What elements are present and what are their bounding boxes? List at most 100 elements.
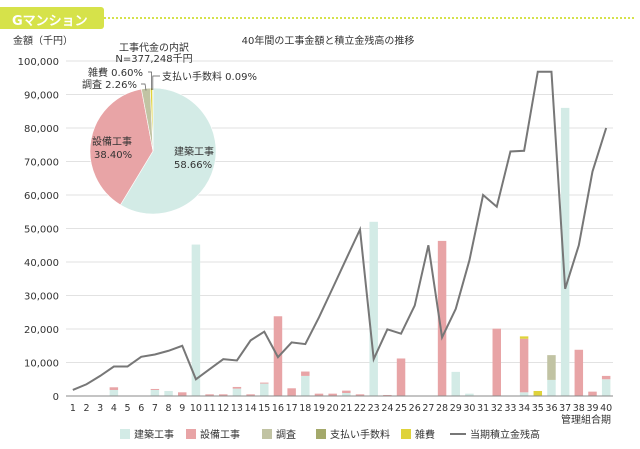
x-tick-label: 25 (395, 403, 407, 414)
bar-segment (519, 392, 529, 396)
pie-label-name: 設備工事 (92, 135, 132, 148)
pie-callout-label: 雑費 0.60% (88, 66, 143, 79)
pie-callout-label: 調査 2.26% (82, 78, 137, 91)
bar-segment (328, 393, 337, 396)
bar-segment (150, 389, 160, 396)
bar-segment (232, 388, 242, 396)
bar-segment (451, 371, 460, 396)
x-tick-label: 1 (70, 403, 76, 414)
bar-segment (150, 388, 160, 390)
pie-slice (119, 87, 217, 215)
bar-segment (342, 390, 351, 393)
bar-segment (519, 338, 529, 393)
x-tick-label: 28 (436, 403, 448, 414)
x-tick-label: 11 (204, 403, 216, 414)
bar-segment (232, 386, 242, 389)
x-tick-label: 17 (286, 403, 298, 414)
bar-series (109, 107, 611, 397)
x-tick-label: 24 (381, 403, 393, 414)
bar-segment (465, 393, 474, 396)
y-tick-label: 10,000 (24, 359, 59, 370)
x-tick-label: 26 (409, 403, 421, 414)
pie-leader-line (141, 83, 147, 91)
bar-segment (301, 371, 310, 376)
x-tick-label: 38 (573, 403, 585, 414)
pie-label-value: 58.66% (174, 160, 212, 171)
y-tick-label: 40,000 (24, 258, 59, 269)
x-tick-label: 34 (518, 403, 530, 414)
bar-segment (519, 336, 529, 339)
bar-segment (560, 107, 570, 397)
x-tick-label: 35 (532, 403, 544, 414)
balance-line (72, 70, 608, 391)
bar-segment (547, 379, 556, 396)
y-tick-label: 50,000 (24, 225, 59, 236)
bar-segment (547, 355, 556, 380)
y-axis-title: 金額（千円） (13, 34, 73, 47)
legend: 建築工事 設備工事 調査 支払い手数料 雑費 当期積立金残高 (120, 428, 540, 441)
bar-segment (396, 358, 406, 396)
x-tick-label: 32 (491, 403, 503, 414)
legend-label: 建築工事 (134, 428, 174, 441)
section-tab-title: Gマンション (12, 14, 88, 29)
bar-segment (314, 393, 324, 396)
pie-label-name: 建築工事 (174, 145, 214, 158)
x-tick-label: 37 (559, 403, 571, 414)
y-tick-label: 0 (53, 392, 59, 403)
pie-label-value: 38.40% (94, 150, 132, 161)
bar-segment (191, 244, 201, 396)
x-tick-label: 13 (231, 403, 243, 414)
section-divider (104, 17, 634, 19)
y-tick-label: 70,000 (24, 158, 59, 169)
x-tick-label: 15 (258, 403, 270, 414)
x-tick-label: 39 (586, 403, 598, 414)
x-tick-label: 29 (450, 403, 462, 414)
bar-segment (109, 387, 119, 390)
bar-segment (219, 394, 228, 396)
x-tick-label: 12 (217, 403, 229, 414)
x-tick-label: 33 (504, 403, 516, 414)
x-tick-label: 40 (600, 403, 612, 414)
bar-segment (533, 390, 543, 396)
bar-segment (383, 394, 392, 396)
legend-swatch (186, 429, 196, 439)
bar-segment (601, 375, 611, 380)
x-tick-label: 31 (477, 403, 489, 414)
x-tick-label: 7 (152, 403, 158, 414)
bar-segment (437, 240, 447, 396)
x-tick-label: 23 (368, 403, 380, 414)
y-tick-label: 60,000 (24, 191, 59, 202)
legend-swatch (401, 429, 411, 439)
bar-segment (369, 221, 378, 396)
x-tick-label: 5 (125, 403, 131, 414)
bar-segment (109, 389, 119, 396)
x-tick-label: 36 (545, 403, 557, 414)
x-tick-label: 21 (340, 403, 352, 414)
pie-slice (89, 88, 154, 206)
x-tick-label: 3 (97, 403, 103, 414)
x-tick-label: 6 (138, 403, 144, 414)
x-tick-label: 27 (422, 403, 434, 414)
balance-line-path (72, 70, 608, 391)
bar-segment (246, 394, 255, 396)
bar-segment (355, 394, 365, 396)
pie-leader-line (148, 71, 152, 91)
legend-swatch (262, 429, 272, 439)
x-tick-label: 2 (83, 403, 89, 414)
pie-callout-label: 支払い手数料 0.09% (162, 70, 257, 83)
x-tick-label: 14 (245, 403, 257, 414)
bar-segment (260, 383, 269, 396)
x-tick-label: 16 (272, 403, 284, 414)
legend-label: 当期積立金残高 (470, 428, 540, 441)
legend-swatch (316, 429, 326, 439)
section-tab: Gマンション (0, 7, 104, 29)
legend-label: 雑費 (415, 428, 435, 441)
pie-title: 工事代金の内訳 (119, 41, 189, 54)
bar-segment (342, 392, 351, 396)
x-tick-label: 19 (313, 403, 325, 414)
x-tick-label: 18 (299, 403, 311, 414)
y-tick-label: 80,000 (24, 124, 59, 135)
x-tick-label: 30 (463, 403, 475, 414)
